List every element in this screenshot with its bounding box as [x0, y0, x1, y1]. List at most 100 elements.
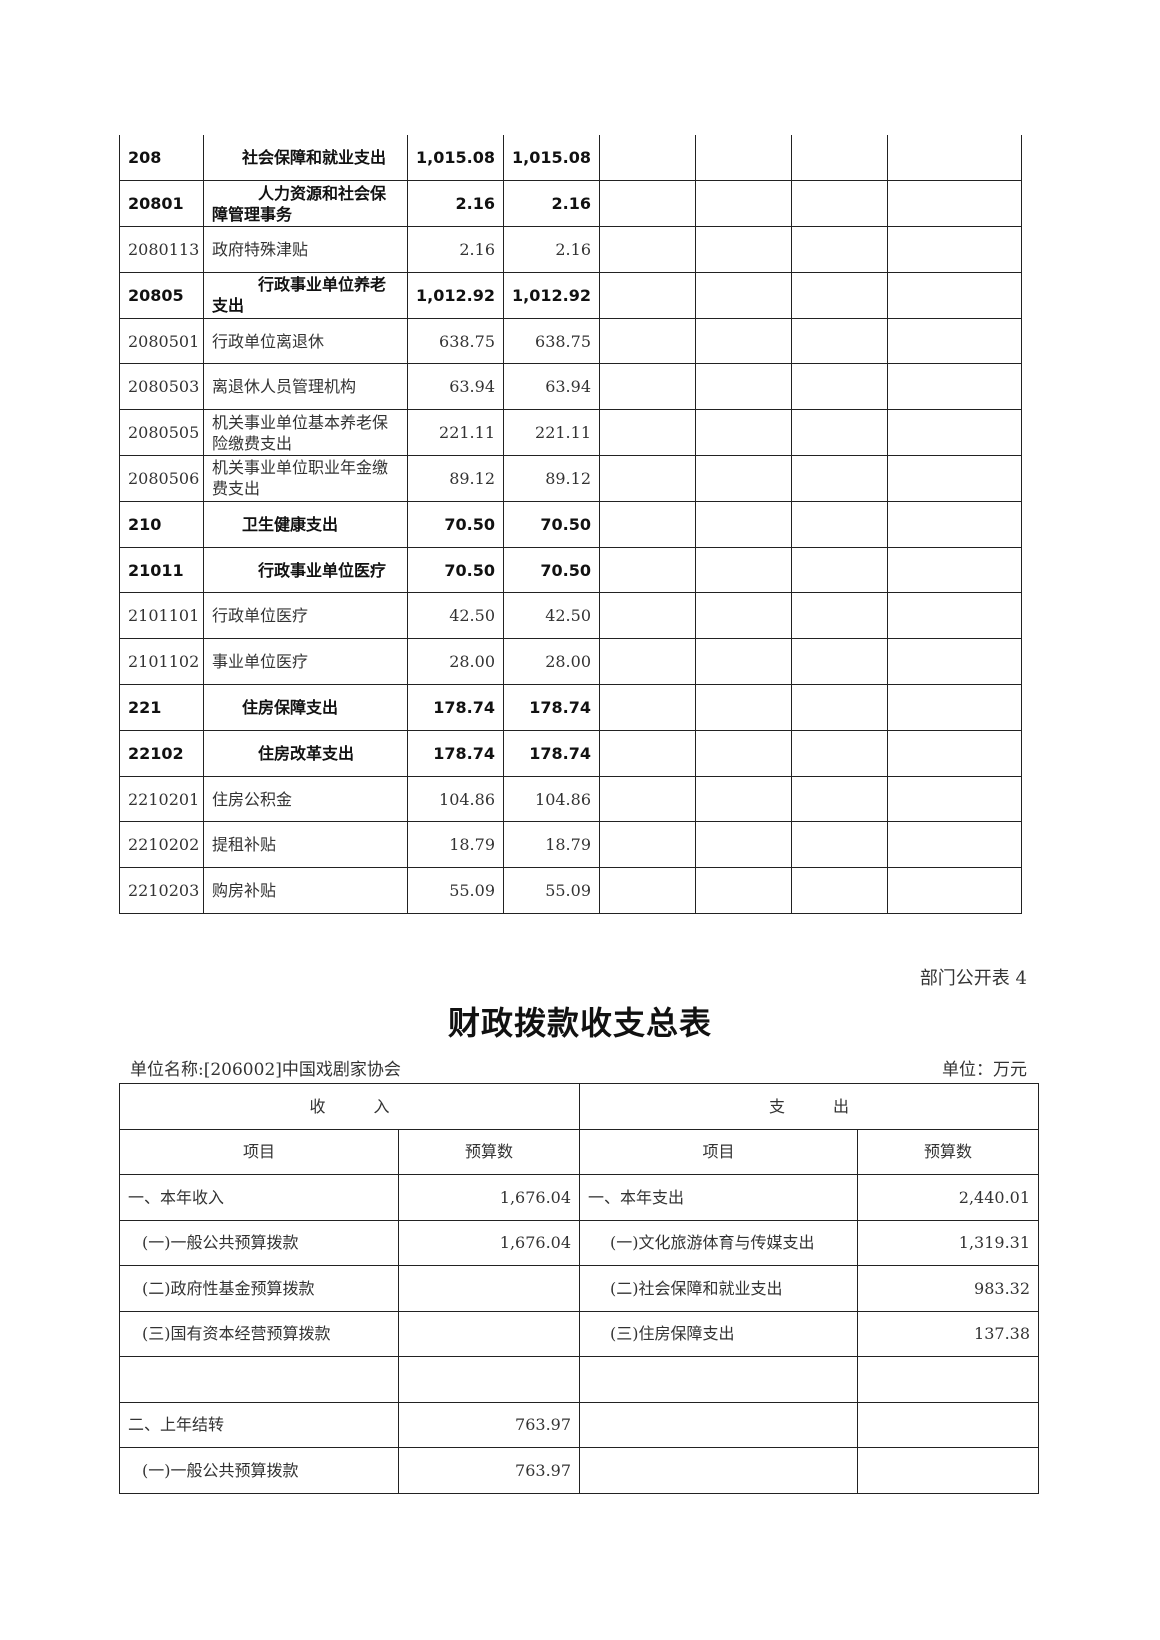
subject-code: 2080113: [119, 226, 204, 273]
empty-cell: [599, 546, 696, 594]
empty-cell: [695, 684, 792, 731]
empty-cell: [599, 317, 696, 365]
table-row: (一)一般公共预算拨款 763.97: [119, 1447, 1040, 1494]
expense-item: (二)社会保障和就业支出: [579, 1265, 859, 1312]
table-row: 2080113 政府特殊津贴 2.16 2.16: [119, 226, 1022, 273]
subject-name: 行政单位离退休: [203, 317, 408, 365]
subject-name: 提租补贴: [203, 821, 408, 869]
total-amount: 178.74: [407, 684, 504, 731]
total-amount: 1,012.92: [407, 271, 504, 319]
empty-cell: [695, 455, 792, 502]
subject-name: 政府特殊津贴: [203, 226, 408, 273]
empty-cell: [695, 317, 792, 365]
expense-item: (一)文化旅游体育与传媒支出: [579, 1219, 859, 1266]
subject-name: 卫生健康支出: [203, 500, 408, 548]
subject-name: 行政事业单位养老支出: [203, 271, 408, 319]
expense-item: [579, 1401, 859, 1448]
subject-name: 购房补贴: [203, 867, 408, 915]
expense-item: [579, 1447, 859, 1494]
empty-cell: [887, 409, 1022, 457]
income-budget-header: 预算数: [397, 1128, 581, 1175]
subject-code: 2080505: [119, 409, 204, 457]
total-amount: 1,015.08: [407, 135, 504, 182]
subject-code: 21011: [119, 546, 204, 594]
total-amount: 221.11: [407, 409, 504, 457]
total-amount: 638.75: [407, 317, 504, 365]
income-value: [397, 1356, 581, 1403]
income-value: 763.97: [397, 1401, 581, 1448]
subject-code: 2101101: [119, 592, 204, 640]
empty-cell: [887, 775, 1022, 823]
currency-unit: 单位：万元: [942, 1060, 1027, 1080]
table-row: 21011 行政事业单位医疗 70.50 70.50: [119, 546, 1022, 594]
empty-cell: [599, 180, 696, 228]
table-row: (一)一般公共预算拨款 1,676.04 (一)文化旅游体育与传媒支出 1,319.3…: [119, 1219, 1040, 1266]
table-row: 22102 住房改革支出 178.74 178.74: [119, 729, 1022, 777]
basic-amount: 221.11: [503, 409, 600, 457]
empty-cell: [887, 271, 1022, 319]
empty-cell: [695, 638, 792, 686]
empty-cell: [887, 592, 1022, 640]
expense-value: 137.38: [857, 1310, 1040, 1357]
fiscal-summary-table: 收 入 支 出 项目 预算数 项目 预算数 一、本年收入 1,676.04 一、本年…: [118, 1083, 1040, 1494]
basic-amount: 638.75: [503, 317, 600, 365]
empty-cell: [791, 821, 888, 869]
basic-amount: 42.50: [503, 592, 600, 640]
empty-cell: [887, 135, 1022, 182]
expense-header: 支 出: [579, 1083, 1040, 1130]
empty-cell: [887, 546, 1022, 594]
empty-cell: [791, 271, 888, 319]
table-row: 221 住房保障支出 178.74 178.74: [119, 684, 1022, 731]
total-amount: 178.74: [407, 729, 504, 777]
empty-cell: [599, 455, 696, 502]
table-row: 二、上年结转 763.97: [119, 1401, 1040, 1448]
income-value: 1,676.04: [397, 1219, 581, 1266]
income-item: (三)国有资本经营预算拨款: [119, 1310, 399, 1357]
empty-cell: [887, 455, 1022, 502]
subject-name: 行政单位医疗: [203, 592, 408, 640]
income-header: 收 入: [118, 1083, 581, 1130]
empty-cell: [887, 867, 1022, 915]
basic-amount: 1,012.92: [503, 271, 600, 319]
empty-cell: [599, 500, 696, 548]
subject-code: 2080506: [119, 455, 204, 502]
empty-cell: [791, 409, 888, 457]
empty-cell: [791, 638, 888, 686]
subject-code: 2101102: [119, 638, 204, 686]
subject-name: 社会保障和就业支出: [203, 135, 408, 182]
expense-item: [579, 1356, 859, 1403]
empty-cell: [791, 500, 888, 548]
table-row: 2080506 机关事业单位职业年金缴费支出 89.12 89.12: [119, 455, 1022, 502]
empty-cell: [695, 180, 792, 228]
basic-amount: 63.94: [503, 363, 600, 411]
empty-cell: [791, 775, 888, 823]
subject-name: 事业单位医疗: [203, 638, 408, 686]
subject-name: 住房改革支出: [203, 729, 408, 777]
expense-item: 一、本年支出: [579, 1174, 859, 1221]
table-row: 2080501 行政单位离退休 638.75 638.75: [119, 317, 1022, 365]
unit-name: 单位名称:[206002]中国戏剧家协会: [130, 1060, 401, 1080]
income-item: 二、上年结转: [119, 1401, 399, 1448]
expense-value: [857, 1401, 1040, 1448]
total-amount: 70.50: [407, 500, 504, 548]
total-amount: 70.50: [407, 546, 504, 594]
total-amount: 89.12: [407, 455, 504, 502]
table-row: (三)国有资本经营预算拨款 (三)住房保障支出 137.38: [119, 1310, 1040, 1357]
basic-amount: 178.74: [503, 729, 600, 777]
total-amount: 42.50: [407, 592, 504, 640]
empty-cell: [695, 409, 792, 457]
empty-cell: [599, 135, 696, 182]
table-row: 210 卫生健康支出 70.50 70.50: [119, 500, 1022, 548]
empty-cell: [599, 867, 696, 915]
basic-amount: 104.86: [503, 775, 600, 823]
total-amount: 104.86: [407, 775, 504, 823]
basic-amount: 55.09: [503, 867, 600, 915]
expense-item: (三)住房保障支出: [579, 1310, 859, 1357]
empty-cell: [599, 226, 696, 273]
empty-cell: [695, 867, 792, 915]
subject-code: 208: [119, 135, 204, 182]
subject-code: 2210203: [119, 867, 204, 915]
income-item-header: 项目: [119, 1128, 399, 1175]
subject-name: 人力资源和社会保障管理事务: [203, 180, 408, 228]
basic-amount: 70.50: [503, 500, 600, 548]
